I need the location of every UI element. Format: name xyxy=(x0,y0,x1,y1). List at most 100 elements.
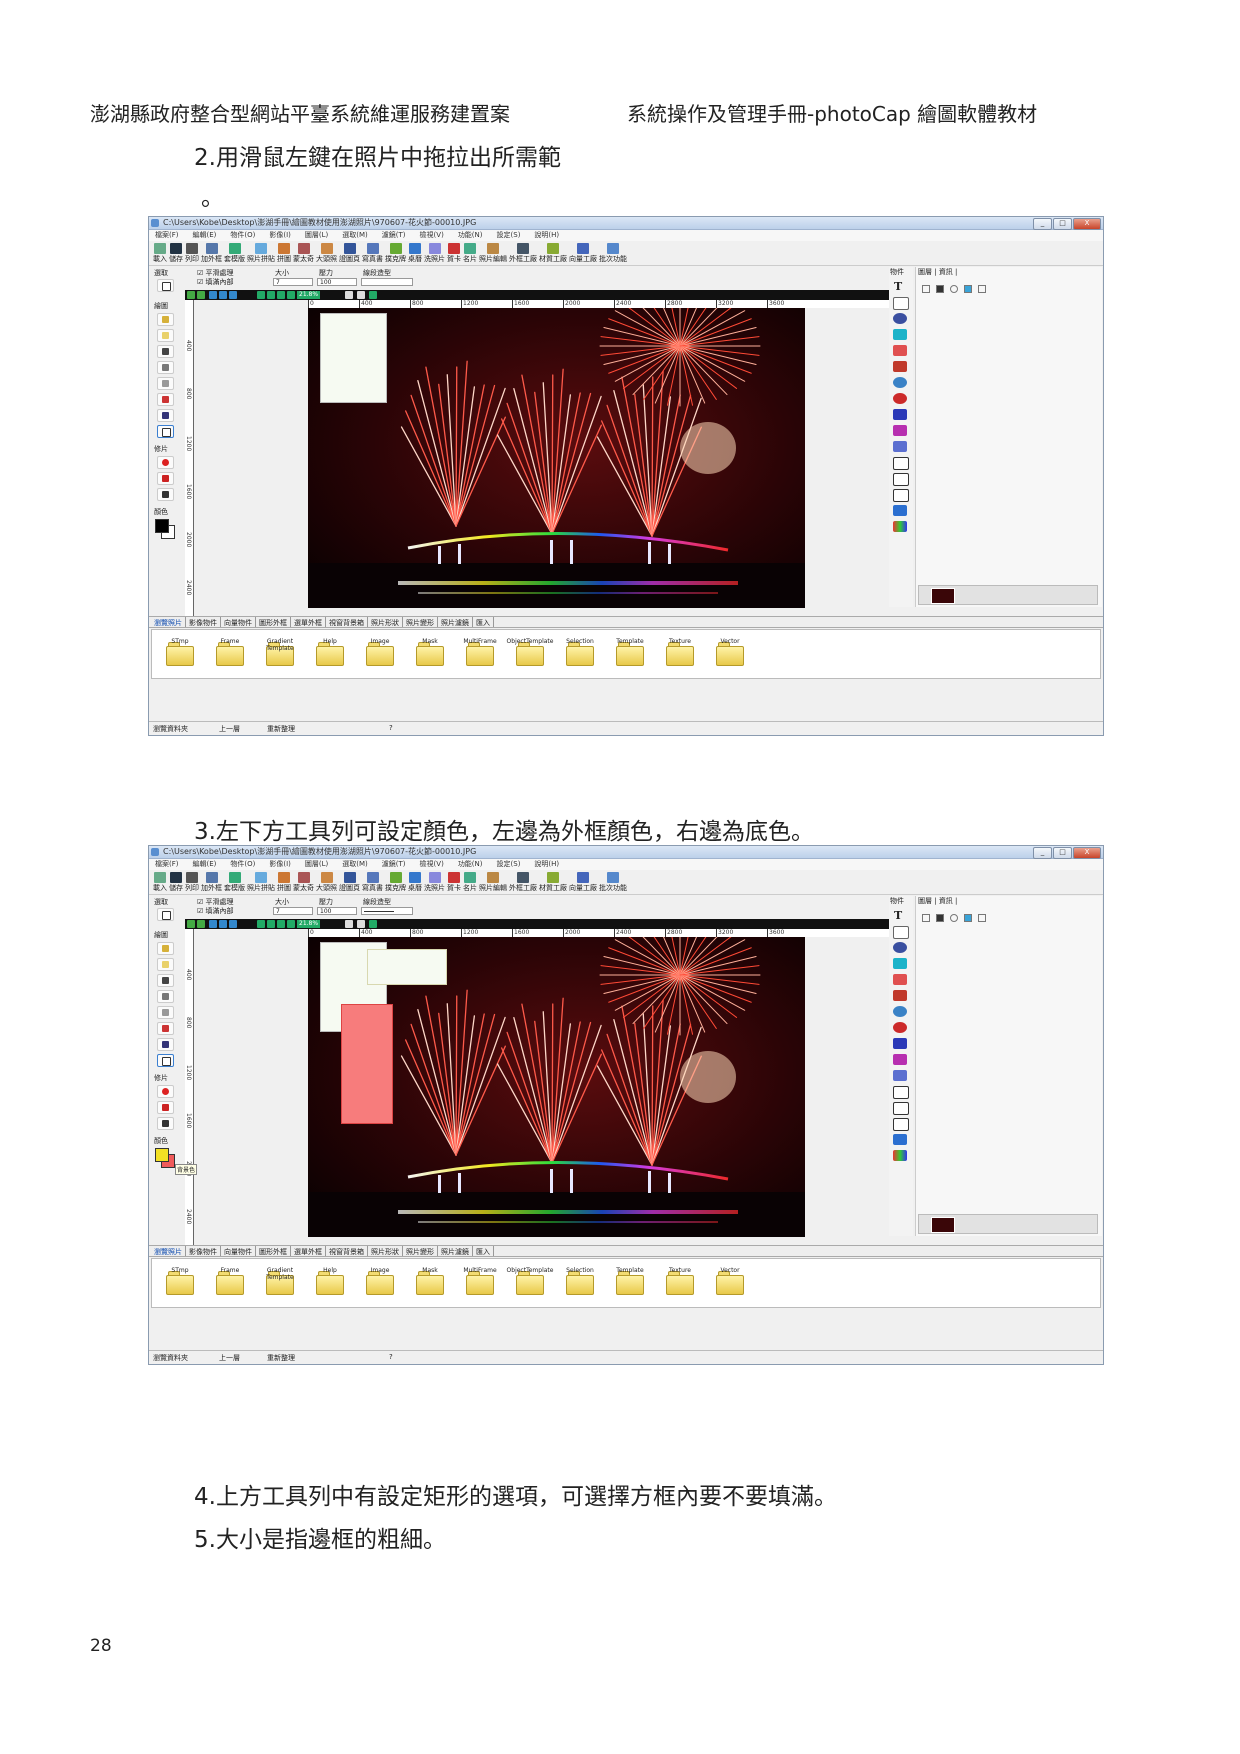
toolbar-button-5[interactable]: 照片拼貼 xyxy=(247,242,275,265)
drawn-rectangle[interactable] xyxy=(320,313,387,403)
copy-icon[interactable] xyxy=(209,920,217,928)
undo-icon[interactable] xyxy=(187,291,195,299)
foreground-color-swatch[interactable] xyxy=(155,519,169,533)
objects-tab-label[interactable]: 物件 xyxy=(890,268,904,276)
crop-icon[interactable] xyxy=(219,291,227,299)
gradient-icon[interactable] xyxy=(893,958,907,969)
menu-item-6[interactable]: 濾鏡(T) xyxy=(381,860,406,868)
redo-icon[interactable] xyxy=(197,920,205,928)
palette-icon[interactable] xyxy=(893,521,907,532)
up-level-button[interactable]: 上一層 xyxy=(219,1354,240,1362)
bottom-tab-5[interactable]: 視窗背景箱 xyxy=(326,617,368,627)
help-icon[interactable]: ? xyxy=(389,724,393,732)
pressure-input[interactable]: 100 xyxy=(317,278,357,286)
menu-item-10[interactable]: 說明(H) xyxy=(534,231,560,239)
red-eye-tool[interactable] xyxy=(157,1085,174,1098)
toolbar-button-16[interactable]: 照片編輯 xyxy=(479,871,507,894)
toolbar-button-10[interactable]: 寫真書 xyxy=(362,871,383,894)
bottom-tab-3[interactable]: 圖形外框 xyxy=(256,1246,291,1256)
toolbar-button-13[interactable]: 洗照片 xyxy=(424,871,445,894)
folder-7[interactable]: ObjectTemplate xyxy=(507,638,553,666)
fireworks-photo[interactable] xyxy=(308,308,805,608)
folder-1[interactable]: Frame xyxy=(216,1267,244,1295)
new-layer-icon[interactable] xyxy=(922,285,930,293)
line-style-select[interactable] xyxy=(361,278,413,286)
move-icon[interactable] xyxy=(893,1134,907,1145)
brush-tool[interactable] xyxy=(157,345,174,358)
people-tool[interactable] xyxy=(157,1117,174,1130)
redo-icon[interactable] xyxy=(197,291,205,299)
folder-2[interactable]: Gradient Template xyxy=(266,638,294,666)
bottom-tab-6[interactable]: 照片形狀 xyxy=(368,1246,403,1256)
hand-tool[interactable] xyxy=(157,377,174,390)
layer-thumbnail[interactable] xyxy=(918,1214,1098,1234)
bottom-tab-4[interactable]: 選單外框 xyxy=(291,1246,326,1256)
toolbar-button-3[interactable]: 加外框 xyxy=(201,871,222,894)
bottom-tab-2[interactable]: 向量物件 xyxy=(221,1246,256,1256)
menu-item-0[interactable]: 檔案(F) xyxy=(155,860,179,868)
toolbar-button-20[interactable]: 批次功能 xyxy=(599,871,627,894)
eye-icon[interactable] xyxy=(950,914,958,922)
text-tool-icon[interactable]: T xyxy=(894,280,903,293)
drawn-rectangle-2[interactable] xyxy=(367,949,447,985)
stamp-tool[interactable] xyxy=(157,361,174,374)
pan-icon[interactable] xyxy=(357,920,365,928)
menu-item-9[interactable]: 設定(S) xyxy=(496,231,521,239)
folder-3[interactable]: Help xyxy=(316,1267,344,1295)
grid-icon[interactable] xyxy=(893,1070,907,1081)
resize-icon[interactable] xyxy=(229,920,237,928)
toolbar-button-11[interactable]: 撲克牌 xyxy=(385,871,406,894)
clock-icon[interactable] xyxy=(893,1022,907,1033)
menu-item-8[interactable]: 功能(N) xyxy=(457,231,483,239)
color-swatches[interactable] xyxy=(155,519,175,539)
new-layer-icon[interactable] xyxy=(922,914,930,922)
layer-options-icon[interactable] xyxy=(978,285,986,293)
menu-item-10[interactable]: 說明(H) xyxy=(534,860,560,868)
abc-icon[interactable] xyxy=(893,926,909,939)
refresh-button[interactable]: 重新整理 xyxy=(267,1354,295,1362)
line-tool[interactable] xyxy=(157,393,174,406)
folder-10[interactable]: Texture xyxy=(666,638,694,666)
arrow-list-icon[interactable] xyxy=(893,1102,909,1115)
pointer-icon[interactable] xyxy=(345,291,353,299)
photo-object-icon[interactable] xyxy=(893,990,907,1001)
folder-6[interactable]: MultiFrame xyxy=(463,1267,497,1295)
maximize-button[interactable]: □ xyxy=(1053,218,1072,230)
browse-folder-button[interactable]: 瀏覽資料夾 xyxy=(153,1354,188,1362)
grid-icon[interactable] xyxy=(893,441,907,452)
folder-8[interactable]: Selection xyxy=(566,1267,594,1295)
folder-3[interactable]: Help xyxy=(316,638,344,666)
menu-item-1[interactable]: 編輯(E) xyxy=(192,860,217,868)
toolbar-button-7[interactable]: 蒙太奇 xyxy=(293,242,314,265)
toolbar-button-12[interactable]: 桌曆 xyxy=(408,242,422,265)
zoom-fit-icon[interactable] xyxy=(277,920,285,928)
toolbar-button-9[interactable]: 證圖頁 xyxy=(339,242,360,265)
toolbar-button-6[interactable]: 拼圖 xyxy=(277,871,291,894)
maximize-button[interactable]: □ xyxy=(1053,847,1072,859)
bottom-tab-4[interactable]: 選單外框 xyxy=(291,617,326,627)
smooth-checkbox-label[interactable]: ☑ 平滑處理 xyxy=(197,898,234,906)
menu-item-0[interactable]: 檔案(F) xyxy=(155,231,179,239)
pan-icon[interactable] xyxy=(357,291,365,299)
people-tool[interactable] xyxy=(157,488,174,501)
folder-0[interactable]: STmp xyxy=(166,638,194,666)
frame-icon[interactable] xyxy=(893,974,907,985)
menu-item-1[interactable]: 編輯(E) xyxy=(192,231,217,239)
bottom-tab-2[interactable]: 向量物件 xyxy=(221,617,256,627)
line-style-select[interactable] xyxy=(361,907,413,915)
palette-icon[interactable] xyxy=(893,1150,907,1161)
fill-checkbox-label[interactable]: ☑ 填滿內部 xyxy=(197,907,234,915)
pressure-input[interactable]: 100 xyxy=(317,907,357,915)
rectangle-select-tool[interactable] xyxy=(157,279,174,292)
menu-item-7[interactable]: 檢視(V) xyxy=(419,231,444,239)
right-panel-tabs[interactable]: 圖層 | 資訊 | xyxy=(918,268,958,276)
folder-6[interactable]: MultiFrame xyxy=(463,638,497,666)
toolbar-button-13[interactable]: 洗照片 xyxy=(424,242,445,265)
folder-9[interactable]: Template xyxy=(616,1267,644,1295)
menu-item-2[interactable]: 物件(O) xyxy=(230,231,256,239)
toolbar-button-6[interactable]: 拼圖 xyxy=(277,242,291,265)
menu-item-8[interactable]: 功能(N) xyxy=(457,860,483,868)
folder-4[interactable]: Image xyxy=(366,638,394,666)
abc-circle-icon[interactable] xyxy=(893,942,907,953)
menu-item-3[interactable]: 影像(I) xyxy=(269,231,291,239)
